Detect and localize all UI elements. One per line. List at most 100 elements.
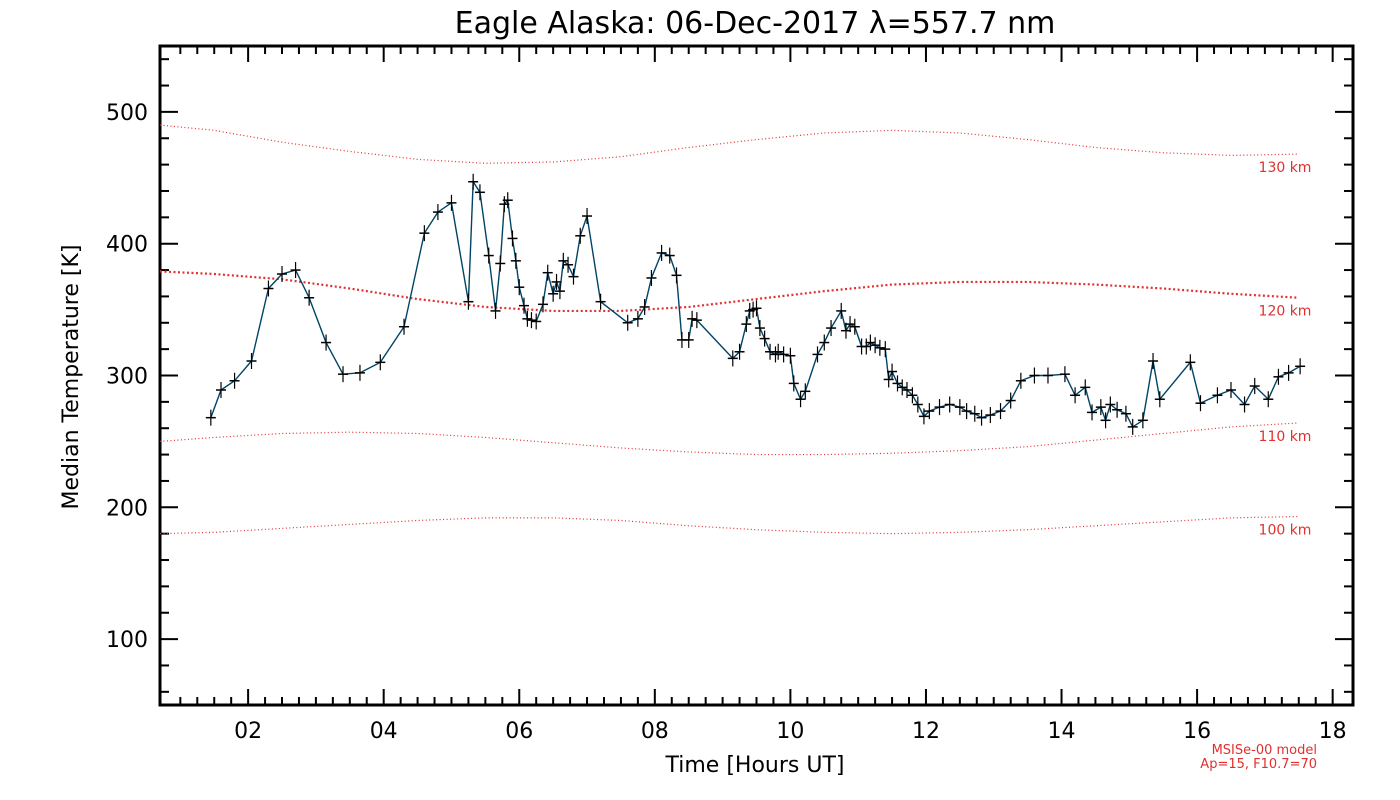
data-point (1087, 404, 1098, 421)
data-point (304, 289, 315, 306)
data-point (887, 363, 898, 380)
data-point (1120, 405, 1131, 422)
data-point (691, 312, 702, 329)
data-point (622, 314, 633, 331)
data-point (354, 364, 365, 381)
data-point (778, 346, 789, 363)
data-point (664, 247, 675, 264)
data-point (874, 339, 885, 356)
y-tick-label: 500 (106, 101, 148, 126)
data-point (1070, 387, 1081, 404)
data-point (840, 322, 851, 339)
data-point (526, 312, 537, 329)
data-point (483, 247, 494, 264)
model-curves: 130 km 120 km 110 km 100 km (159, 124, 1312, 539)
data-point (537, 296, 548, 313)
data-point (419, 225, 430, 242)
data-point (1015, 372, 1026, 389)
x-tick-label: 08 (641, 719, 669, 744)
y-tick-label: 200 (106, 496, 148, 521)
data-point (1195, 395, 1206, 412)
data-point (290, 262, 301, 279)
data-point (519, 297, 530, 314)
data-point (995, 403, 1006, 420)
data-point (263, 280, 274, 297)
data-point (1263, 391, 1274, 408)
y-tick-label: 400 (106, 233, 148, 258)
data-point (1212, 387, 1223, 404)
data-point (861, 338, 872, 355)
data-point (514, 279, 525, 296)
data-point (1029, 367, 1040, 384)
data-series (205, 173, 1306, 435)
x-tick-label: 04 (370, 719, 398, 744)
data-point (542, 264, 553, 281)
data-point (490, 302, 501, 319)
data-point (446, 194, 457, 211)
data-point (277, 266, 288, 283)
data-point (892, 375, 903, 392)
model-curve-label: 120 km (1259, 304, 1312, 320)
data-point (785, 347, 796, 364)
data-point (812, 346, 823, 363)
data-point (1059, 366, 1070, 383)
data-point (795, 391, 806, 408)
data-point (502, 192, 513, 209)
x-tick-label: 14 (1048, 719, 1076, 744)
y-axis-label: Median Temperature [K] (59, 245, 84, 510)
data-point (954, 399, 965, 416)
data-point (773, 343, 784, 360)
data-point (375, 354, 386, 371)
data-point (901, 381, 912, 398)
data-point (870, 337, 881, 354)
model-curve-label: 100 km (1259, 523, 1312, 539)
data-point (568, 268, 579, 285)
data-point (229, 372, 240, 389)
data-point (1105, 396, 1116, 413)
data-point (1154, 391, 1165, 408)
data-point (907, 387, 918, 404)
x-axis-label: Time [Hours UT] (665, 753, 845, 778)
model-curve-110km (159, 422, 1299, 456)
axes-layer: 02 04 06 08 10 12 14 16 18 100 200 300 400 500 (106, 44, 1355, 744)
data-point (849, 318, 860, 335)
data-point (741, 316, 752, 333)
y-tick-label: 100 (106, 628, 148, 653)
data-point (1148, 353, 1159, 370)
model-curve-label: 130 km (1259, 160, 1312, 176)
data-point (1005, 392, 1016, 409)
data-point (687, 310, 698, 327)
data-point (751, 300, 762, 317)
data-point (595, 293, 606, 310)
data-point (1225, 381, 1236, 398)
data-point (976, 409, 987, 426)
data-point (912, 396, 923, 413)
data-point (961, 403, 972, 420)
data-point (216, 381, 227, 398)
data-point (1095, 399, 1106, 416)
data-point (754, 320, 765, 337)
data-point (671, 267, 682, 284)
data-point (1273, 368, 1284, 385)
data-point (338, 366, 349, 383)
data-point (759, 330, 770, 347)
data-point (788, 375, 799, 392)
data-point (1249, 378, 1260, 395)
data-point (507, 230, 518, 247)
data-point (734, 343, 745, 360)
data-point (646, 269, 657, 286)
x-tick-label: 10 (776, 719, 804, 744)
data-point (656, 244, 667, 261)
data-point (495, 255, 506, 272)
data-point (321, 334, 332, 351)
y-tick-label: 300 (106, 365, 148, 390)
data-point (934, 399, 945, 416)
data-point (865, 334, 876, 351)
x-tick-label: 16 (1183, 719, 1211, 744)
data-point (468, 173, 479, 190)
data-point (639, 298, 650, 315)
data-point (1080, 379, 1091, 396)
data-point (918, 408, 929, 425)
data-point (944, 396, 955, 413)
